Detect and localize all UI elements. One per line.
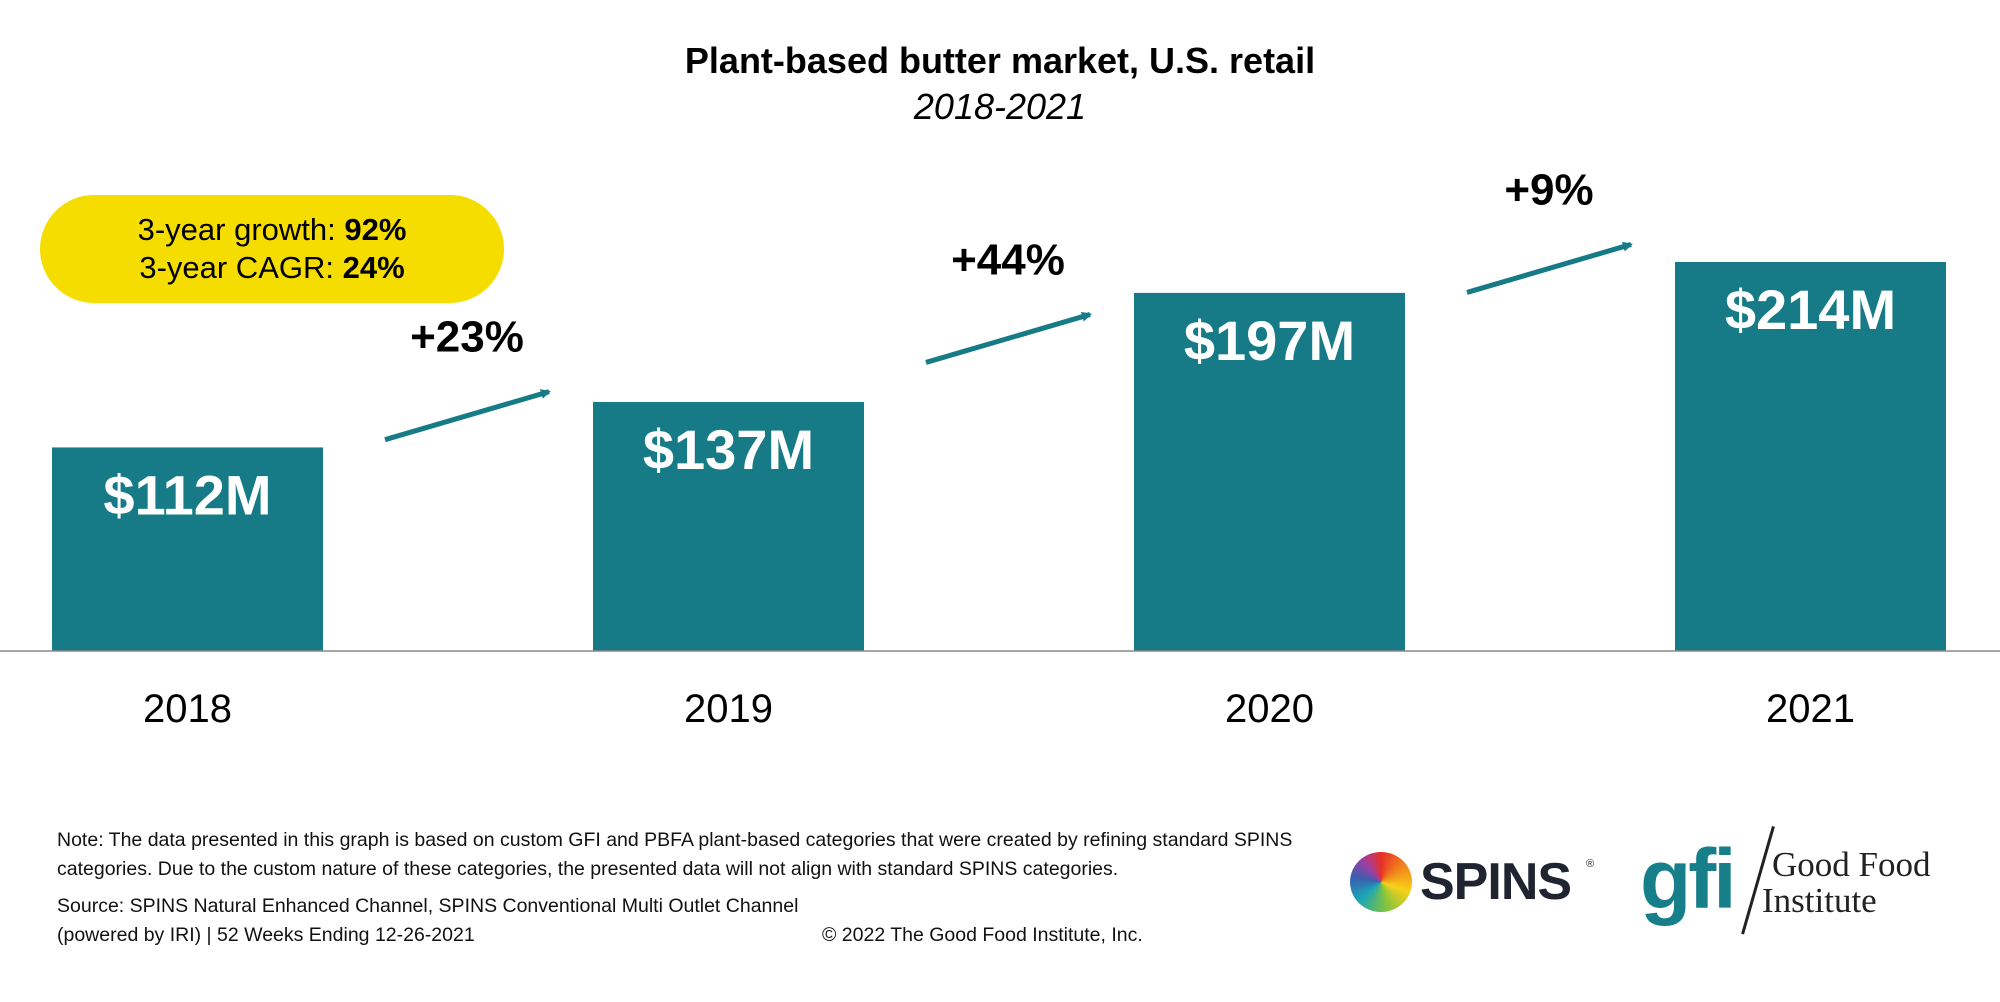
growth-arrow <box>384 389 551 443</box>
growth-arrow <box>1466 241 1633 295</box>
x-tick-label: 2020 <box>1225 687 1314 731</box>
cagr-value: 24% <box>342 250 405 285</box>
gfi-logo-mark: gfi <box>1640 832 1737 926</box>
growth-arrow <box>925 311 1092 365</box>
growth-summary-badge: 3-year growth: 92% 3-year CAGR: 24% <box>40 195 504 303</box>
bar-2020 <box>1134 292 1405 651</box>
x-tick-label: 2021 <box>1766 687 1855 731</box>
x-tick-label: 2019 <box>684 687 773 731</box>
gfi-name-line2: Institute <box>1762 881 1877 920</box>
growth-rate-label: +44% <box>951 235 1065 284</box>
bar-value-label: $137M <box>643 418 814 481</box>
bar-value-label: $197M <box>1184 309 1355 372</box>
gfi-logo: gfi Good Food Institute <box>1640 826 1970 941</box>
cagr-label: 3-year CAGR: <box>139 250 334 285</box>
growth-rate-label: +9% <box>1504 165 1593 214</box>
chart-title: Plant-based butter market, U.S. retail <box>684 40 1316 81</box>
bar-value-label: $214M <box>1725 278 1896 341</box>
copyright: © 2022 The Good Food Institute, Inc. <box>822 924 1143 946</box>
growth-rate-label: +23% <box>410 313 524 362</box>
growth-value: 92% <box>344 212 407 247</box>
x-tick-label: 2018 <box>143 687 232 731</box>
registered-mark: ® <box>1586 858 1595 870</box>
spins-logo: SPINS ® <box>1350 852 1600 912</box>
spins-globe-icon <box>1350 852 1412 912</box>
growth-line: 3-year growth: 92% <box>138 211 407 249</box>
bar-value-label: $112M <box>103 463 271 526</box>
spins-logo-text: SPINS <box>1420 853 1572 911</box>
bar-2019 <box>593 401 864 651</box>
bar-2018 <box>52 447 323 651</box>
cagr-line: 3-year CAGR: 24% <box>139 249 404 287</box>
bar-chart: $112M 2018 $137M 2019 $197M 2020 $214M 2021 +23%… <box>0 165 2000 731</box>
bar-2021 <box>1675 262 1946 651</box>
growth-label: 3-year growth: <box>137 212 336 247</box>
chart-subtitle: 2018-2021 <box>913 86 1087 127</box>
gfi-name-line1: Good Food <box>1772 845 1931 884</box>
chart-source: Source: SPINS Natural Enhanced Channel, … <box>57 895 799 946</box>
chart-note: Note: The data presented in this graph i… <box>57 829 1293 880</box>
